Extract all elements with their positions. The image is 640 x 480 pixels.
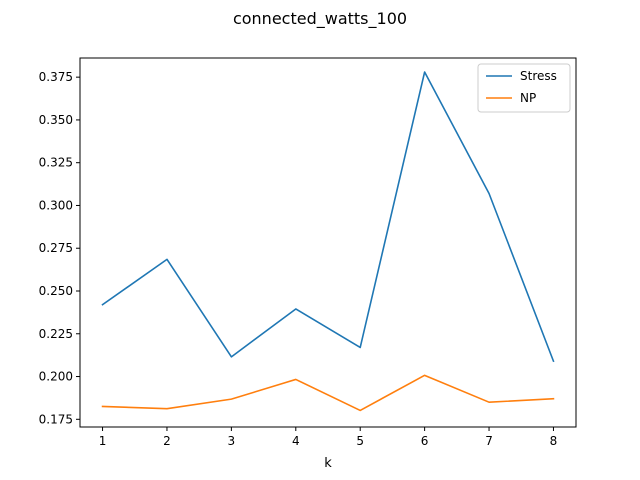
legend: Stress NP <box>477 63 571 113</box>
plot-area <box>79 57 577 428</box>
y-axis: 0.175 0.200 0.225 0.250 0.275 0.300 0.325 0.350… <box>39 70 80 426</box>
x-axis: 1 2 3 4 5 6 7 8 <box>99 427 558 448</box>
y-tick-label: 0.350 <box>39 113 73 127</box>
x-tick-label: 2 <box>163 434 171 448</box>
x-tick-label: 4 <box>292 434 300 448</box>
x-axis-label: k <box>324 456 332 471</box>
series-layer <box>101 71 555 412</box>
x-tick-label: 1 <box>99 434 107 448</box>
chart-title: connected_watts_100 <box>233 9 407 29</box>
series-line-stress <box>101 71 555 363</box>
plot-frame <box>79 57 577 428</box>
y-tick-label: 0.250 <box>39 284 73 298</box>
y-tick-label: 0.300 <box>39 198 73 212</box>
legend-label-stress: Stress <box>520 69 557 83</box>
x-tick-label: 8 <box>550 434 558 448</box>
y-tick-label: 0.175 <box>39 412 73 426</box>
y-tick-label: 0.325 <box>39 156 73 170</box>
x-tick-label: 6 <box>421 434 429 448</box>
y-tick-label: 0.275 <box>39 241 73 255</box>
y-tick-label: 0.225 <box>39 327 73 341</box>
y-tick-label: 0.200 <box>39 370 73 384</box>
y-tick-label: 0.375 <box>39 70 73 84</box>
x-tick-label: 7 <box>485 434 493 448</box>
legend-label-np: NP <box>520 91 536 105</box>
series-line-np <box>101 374 555 412</box>
x-tick-label: 5 <box>356 434 364 448</box>
x-tick-label: 3 <box>228 434 236 448</box>
